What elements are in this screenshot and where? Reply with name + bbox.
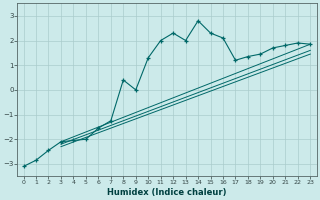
X-axis label: Humidex (Indice chaleur): Humidex (Indice chaleur) [107,188,227,197]
